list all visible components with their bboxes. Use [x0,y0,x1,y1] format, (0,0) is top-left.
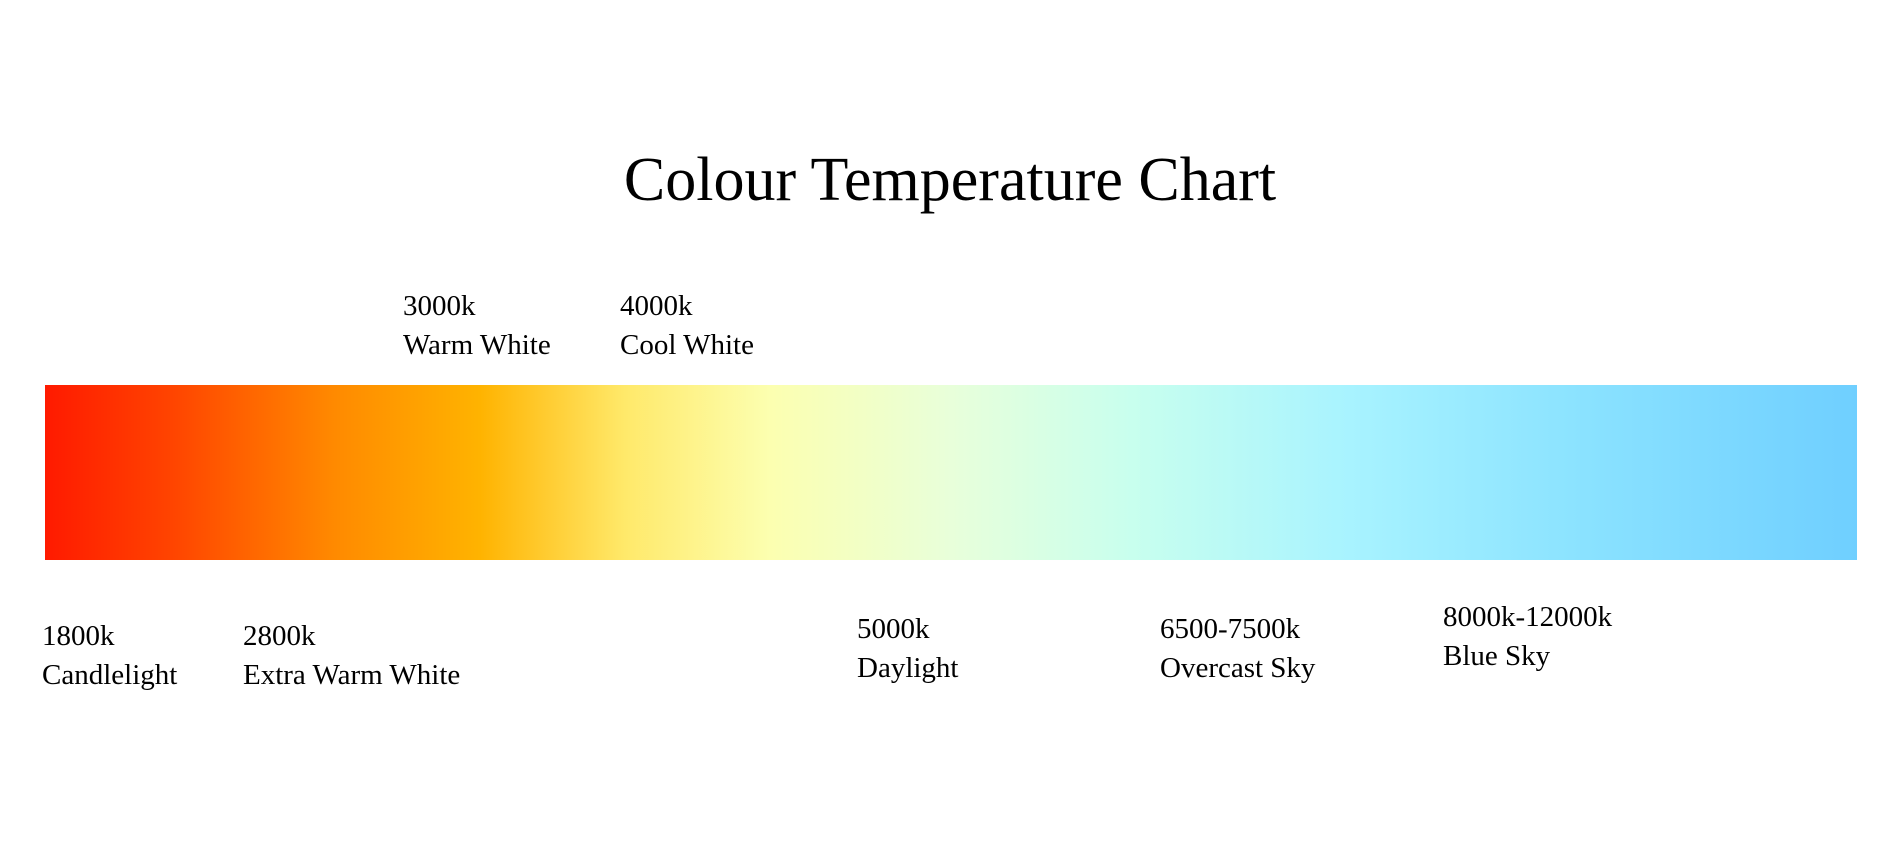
gradient-bar [45,385,1857,560]
label-temp: 8000k-12000k [1443,598,1612,637]
label-temp: 5000k [857,610,959,649]
label-temp: 1800k [42,617,177,656]
label-top-1: 4000k Cool White [620,287,754,365]
label-temp: 6500-7500k [1160,610,1315,649]
label-temp: 2800k [243,617,460,656]
label-bottom-2: 5000k Daylight [857,610,959,688]
chart-title: Colour Temperature Chart [0,145,1900,216]
label-name: Overcast Sky [1160,649,1315,688]
label-bottom-1: 2800k Extra Warm White [243,617,460,695]
label-name: Blue Sky [1443,637,1612,676]
label-name: Cool White [620,326,754,365]
label-name: Warm White [403,326,551,365]
label-bottom-4: 8000k-12000k Blue Sky [1443,598,1612,676]
label-bottom-0: 1800k Candlelight [42,617,177,695]
label-temp: 3000k [403,287,551,326]
label-name: Extra Warm White [243,656,460,695]
chart-container: Colour Temperature Chart 3000k Warm Whit… [0,0,1900,855]
label-top-0: 3000k Warm White [403,287,551,365]
label-bottom-3: 6500-7500k Overcast Sky [1160,610,1315,688]
label-temp: 4000k [620,287,754,326]
label-name: Daylight [857,649,959,688]
label-name: Candlelight [42,656,177,695]
